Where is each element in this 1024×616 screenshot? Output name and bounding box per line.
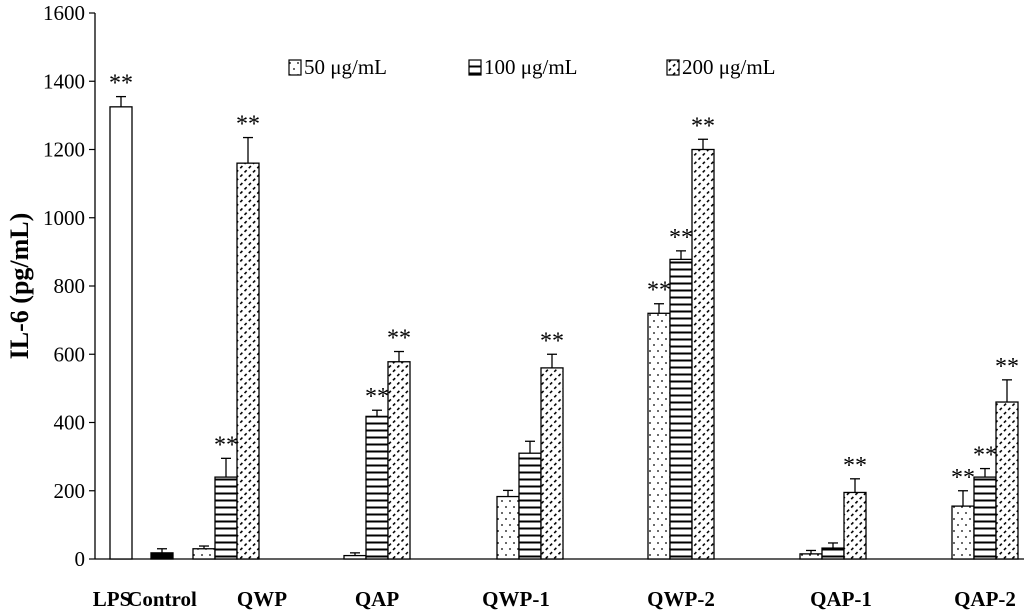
- y-axis-title: IL-6 (pg/mL): [5, 213, 34, 360]
- category-label-qwp-1: QWP-1: [482, 587, 550, 611]
- bar-control: [150, 552, 174, 560]
- bar-qap-1-s3: [843, 491, 867, 560]
- bar-qwp-s2-significance: **: [214, 432, 238, 458]
- bar-qap-1-s2: [821, 547, 845, 560]
- y-tick-label: 1200: [43, 138, 85, 162]
- bar-qwp-s2: [214, 476, 238, 560]
- bar-qwp-2-s2: [669, 258, 693, 560]
- bar-qwp-2-s2-significance: **: [669, 225, 693, 251]
- bar-qwp-2-s3-significance: **: [691, 113, 715, 139]
- bar-qap-2-s3-significance: **: [995, 354, 1019, 380]
- bar-lps: [109, 106, 133, 560]
- bar-qwp-2-s1-significance: **: [647, 278, 671, 304]
- bar-qwp-1-s3-significance: **: [540, 328, 564, 354]
- category-label-qwp: QWP: [237, 587, 287, 611]
- bar-qap-2-s1-significance: **: [951, 465, 975, 491]
- bar-qap-s2: [365, 415, 389, 560]
- bar-qwp-s1: [192, 548, 216, 560]
- bar-qwp-1-s1: [496, 495, 520, 560]
- y-tick-label: 600: [54, 342, 86, 366]
- bar-qwp-s3-significance: **: [236, 112, 260, 138]
- bar-qwp-2-s1: [647, 312, 671, 560]
- y-tick-label: 200: [54, 479, 86, 503]
- bar-qap-1-s1: [799, 553, 823, 560]
- y-tick-label: 1400: [43, 69, 85, 93]
- bar-qap-s2-significance: **: [365, 384, 389, 410]
- bar-lps-significance: **: [109, 71, 133, 97]
- bar-qwp-1-s2: [518, 452, 542, 560]
- legend-swatch-1: [288, 59, 302, 76]
- category-label-qwp-2: QWP-2: [647, 587, 715, 611]
- bar-qap-2-s1: [951, 505, 975, 560]
- category-label-qap: QAP: [355, 587, 400, 611]
- bar-qap-1-s3-significance: **: [843, 453, 867, 479]
- bar-qap-2-s3: [995, 401, 1019, 560]
- legend-label-1: 50 μg/mL: [304, 55, 387, 79]
- chart-legend: 50 μg/mL 100 μg/mL 200 μg/mL: [288, 55, 776, 79]
- category-label-control: Control: [127, 587, 197, 611]
- bar-qap-2-s2: [973, 476, 997, 560]
- legend-swatch-3: [666, 59, 680, 76]
- bar-qwp-s3: [236, 162, 260, 560]
- bar-qap-s3-significance: **: [387, 326, 411, 352]
- bar-qap-s3: [387, 361, 411, 560]
- bar-qwp-2-s3: [691, 148, 715, 560]
- y-tick-label: 800: [54, 274, 86, 298]
- chart-marks: ****************** ********: [109, 71, 1019, 560]
- y-tick-label: 400: [54, 411, 86, 435]
- category-label-qap-2: QAP-2: [954, 587, 1016, 611]
- legend-swatch-2: [468, 59, 482, 76]
- bar-qap-s1: [343, 554, 367, 560]
- bar-qap-2-s2-significance: **: [973, 443, 997, 469]
- bar-qwp-1-s3: [540, 367, 564, 560]
- y-tick-label: 0: [75, 547, 86, 571]
- y-tick-label: 1000: [43, 206, 85, 230]
- y-tick-label: 1600: [43, 1, 85, 25]
- chart-axes: 0 200 400 600 800 1000 1200 1400 1600 IL-6 (pg/mL…: [5, 1, 1024, 611]
- legend-label-3: 200 μg/mL: [682, 55, 776, 79]
- category-label-qap-1: QAP-1: [810, 587, 872, 611]
- legend-label-2: 100 μg/mL: [484, 55, 578, 79]
- category-label-lps: LPS: [93, 587, 132, 611]
